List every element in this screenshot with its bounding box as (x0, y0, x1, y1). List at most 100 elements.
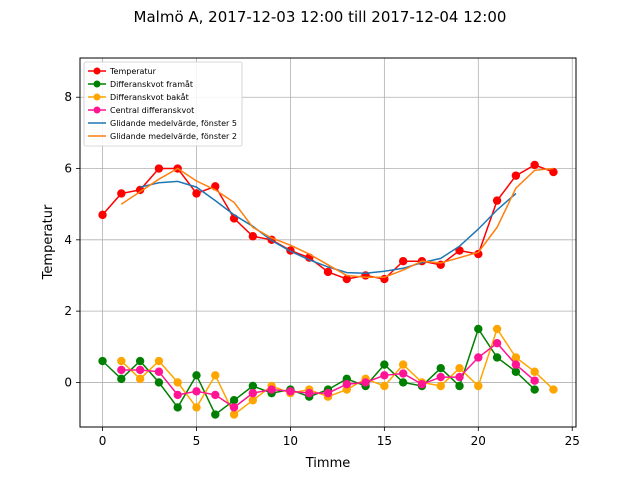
data-point (323, 388, 333, 398)
data-point (117, 189, 126, 198)
series-line (120, 327, 555, 416)
data-point (154, 378, 164, 387)
series-layer (98, 160, 558, 419)
data-point (98, 210, 107, 220)
data-point (229, 396, 239, 405)
legend-label: Temperatur (109, 67, 157, 76)
data-point (398, 360, 408, 369)
data-point (192, 371, 201, 380)
series-5 (139, 180, 517, 275)
data-point (173, 403, 182, 412)
series-4 (117, 339, 539, 412)
data-point (530, 367, 539, 376)
legend-label: Glidande medelvärde, fönster 5 (110, 119, 237, 128)
legend-item: Central differanskvot (88, 106, 194, 115)
legend-label: Central differanskvot (110, 106, 194, 115)
data-point (248, 232, 258, 241)
data-point (211, 371, 220, 380)
legend-item: Glidande medelvärde, fönster 5 (88, 119, 237, 128)
series-line (139, 180, 517, 275)
data-point (173, 390, 182, 400)
data-point (117, 365, 126, 375)
y-tick-label: 8 (64, 90, 72, 104)
x-axis-label: Timme (305, 456, 350, 471)
data-point (455, 372, 464, 382)
y-axis-label: Temperatur (41, 204, 56, 280)
series-6 (120, 167, 554, 279)
data-point (417, 380, 427, 389)
y-tick-label: 6 (64, 162, 72, 176)
data-point (380, 360, 389, 369)
data-point (474, 353, 483, 362)
data-point (229, 410, 239, 419)
data-point (135, 374, 145, 384)
data-point (267, 385, 276, 394)
data-point (173, 378, 182, 387)
data-point (248, 388, 258, 398)
legend-marker (93, 93, 101, 101)
data-point (511, 353, 521, 362)
legend-item: Temperatur (88, 67, 157, 76)
data-point (492, 353, 502, 362)
x-tick-label: 20 (471, 434, 486, 448)
y-tick-label: 0 (64, 375, 72, 389)
data-point (323, 267, 333, 277)
x-tick-label: 15 (377, 434, 392, 448)
data-point (380, 381, 389, 391)
legend-label: Differanskvot bakåt (110, 92, 189, 102)
legend-marker (93, 80, 101, 88)
data-point (492, 196, 502, 205)
data-point (286, 387, 295, 396)
legend: Temperatur Differanskvot framåt Differansk… (83, 61, 243, 147)
x-tick-label: 10 (283, 434, 298, 448)
data-point (342, 274, 351, 284)
legend-item: Differanskvot bakåt (88, 92, 189, 102)
x-tick-label: 0 (99, 434, 107, 448)
legend-item: Glidande medelvärde, fönster 2 (88, 132, 237, 141)
data-point (135, 356, 145, 366)
data-point (135, 185, 145, 195)
data-point (530, 385, 539, 394)
legend-item: Differanskvot framåt (88, 79, 193, 89)
data-point (398, 257, 408, 266)
data-point (229, 403, 239, 412)
data-point (530, 160, 539, 170)
data-point (492, 339, 502, 348)
data-point (474, 324, 483, 334)
data-point (117, 374, 126, 384)
data-point (192, 189, 201, 198)
data-point (511, 367, 521, 376)
plot-frame (79, 57, 577, 428)
data-point (511, 171, 521, 180)
legend-label: Differanskvot framåt (110, 79, 193, 89)
data-point (211, 390, 220, 400)
data-point (436, 381, 445, 391)
grid-lines (80, 58, 576, 427)
data-point (455, 381, 464, 391)
x-tick-label: 25 (565, 434, 580, 448)
x-tick-label: 5 (193, 434, 201, 448)
axis-ticks: 0 5 10 15 20 25 0 2 4 6 8 (64, 90, 580, 448)
data-point (436, 363, 445, 373)
data-point (342, 380, 351, 389)
data-point (474, 249, 483, 259)
data-point (492, 324, 502, 334)
data-point (305, 388, 314, 398)
y-tick-label: 2 (64, 304, 72, 318)
series-line (120, 167, 554, 279)
data-point (211, 410, 220, 419)
data-point (398, 369, 408, 378)
data-point (154, 164, 164, 173)
data-point (135, 365, 145, 375)
data-point (248, 381, 258, 391)
data-point (380, 371, 389, 380)
data-point (98, 356, 107, 366)
data-point (192, 403, 201, 412)
data-point (455, 363, 464, 373)
legend-label: Glidande medelvärde, fönster 2 (110, 132, 237, 141)
data-point (117, 356, 126, 366)
data-point (549, 385, 558, 394)
chart-title: Malmö A, 2017-12-03 12:00 till 2017-12-0… (134, 8, 507, 26)
legend-frame (83, 61, 243, 147)
